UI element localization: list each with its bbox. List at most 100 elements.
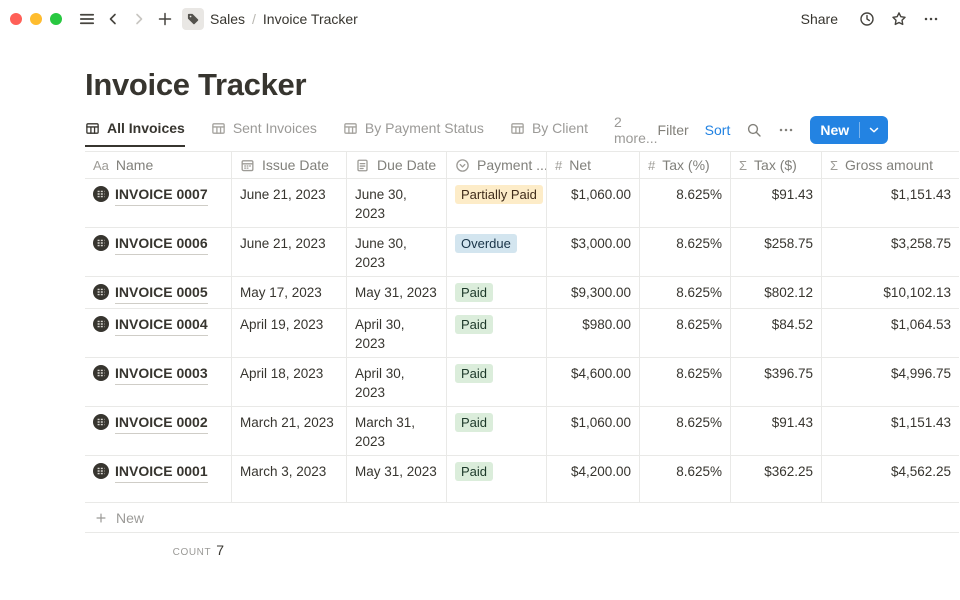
- cell-net[interactable]: $1,060.00: [547, 407, 640, 455]
- cell-due[interactable]: April 30, 2023: [347, 358, 447, 406]
- cell-net[interactable]: $4,200.00: [547, 456, 640, 502]
- minimize-window-button[interactable]: [30, 13, 42, 25]
- table-row-invoice-0001[interactable]: INVOICE 0001 March 3, 2023 May 31, 2023 Pai…: [85, 456, 959, 503]
- cell-tax_pct[interactable]: 8.625%: [640, 228, 731, 276]
- cell-payment[interactable]: Paid: [447, 277, 547, 308]
- search-icon[interactable]: [746, 122, 762, 138]
- forward-icon[interactable]: [126, 6, 152, 32]
- cell-issue[interactable]: March 3, 2023: [232, 456, 347, 502]
- cell-gross[interactable]: $1,064.53: [890, 317, 951, 332]
- invoice-page-link[interactable]: INVOICE 0007: [115, 185, 208, 206]
- invoice-page-link[interactable]: INVOICE 0006: [115, 234, 208, 255]
- cell-tax_usd[interactable]: $396.75: [731, 358, 822, 406]
- cell-gross[interactable]: $10,102.13: [883, 285, 951, 300]
- table-row-invoice-0003[interactable]: INVOICE 0003 April 18, 2023 April 30, 2023…: [85, 358, 959, 407]
- cell-gross[interactable]: $1,151.43: [890, 415, 951, 430]
- cell-tax_pct[interactable]: 8.625%: [640, 358, 731, 406]
- invoice-page-link[interactable]: INVOICE 0005: [115, 283, 208, 304]
- cell-payment[interactable]: Partially Paid: [447, 179, 547, 227]
- cell-net[interactable]: $9,300.00: [547, 277, 640, 308]
- cell-due[interactable]: May 31, 2023: [347, 277, 447, 308]
- column-header-net[interactable]: # Net: [547, 152, 640, 178]
- cell-net[interactable]: $980.00: [547, 309, 640, 357]
- cell-net[interactable]: $3,000.00: [547, 228, 640, 276]
- cell-payment[interactable]: Overdue: [447, 228, 547, 276]
- cell-tax_usd[interactable]: $84.52: [731, 309, 822, 357]
- tab-sent-invoices[interactable]: Sent Invoices: [211, 117, 317, 147]
- cell-due[interactable]: April 30, 2023: [347, 309, 447, 357]
- cell-tax_usd[interactable]: $91.43: [731, 179, 822, 227]
- sort-button[interactable]: Sort: [704, 122, 731, 138]
- cell-payment[interactable]: Paid: [447, 456, 547, 502]
- cell-tax_pct[interactable]: 8.625%: [640, 407, 731, 455]
- cell-net[interactable]: $1,060.00: [547, 179, 640, 227]
- cell-tax_pct[interactable]: 8.625%: [640, 179, 731, 227]
- table-row-invoice-0005[interactable]: INVOICE 0005 May 17, 2023 May 31, 2023 Paid…: [85, 277, 959, 309]
- column-header-issue-date[interactable]: Issue Date: [232, 152, 347, 178]
- cell-tax_usd[interactable]: $258.75: [731, 228, 822, 276]
- cell-issue[interactable]: March 21, 2023: [232, 407, 347, 455]
- chevron-down-icon[interactable]: [860, 116, 888, 144]
- table-row-invoice-0002[interactable]: INVOICE 0002 March 21, 2023 March 31, 2023…: [85, 407, 959, 456]
- column-header-due-date[interactable]: Due Date: [347, 152, 447, 178]
- tab-all-invoices[interactable]: All Invoices: [85, 117, 185, 147]
- column-header-tax[interactable]: # Tax (%): [640, 152, 731, 178]
- cell-name[interactable]: INVOICE 0002: [85, 407, 232, 455]
- cell-tax_usd[interactable]: $91.43: [731, 407, 822, 455]
- close-window-button[interactable]: [10, 13, 22, 25]
- count-calculation[interactable]: COUNT 7: [85, 533, 232, 558]
- cell-issue[interactable]: April 19, 2023: [232, 309, 347, 357]
- table-row-invoice-0007[interactable]: INVOICE 0007 June 21, 2023 June 30, 2023 Pa…: [85, 179, 959, 228]
- cell-payment[interactable]: Paid: [447, 309, 547, 357]
- favorite-star-icon[interactable]: [886, 6, 912, 32]
- cell-due[interactable]: May 31, 2023: [347, 456, 447, 502]
- cell-gross[interactable]: $4,562.25: [890, 464, 951, 479]
- tabs-more-link[interactable]: 2 more...: [613, 114, 658, 146]
- breadcrumb-parent[interactable]: Sales: [210, 11, 246, 27]
- column-header-payment[interactable]: Payment ...: [447, 152, 547, 178]
- cell-tax_pct[interactable]: 8.625%: [640, 309, 731, 357]
- cell-tax_pct[interactable]: 8.625%: [640, 456, 731, 502]
- back-icon[interactable]: [100, 6, 126, 32]
- tag-icon[interactable]: [182, 8, 204, 30]
- cell-name[interactable]: INVOICE 0003: [85, 358, 232, 406]
- filter-button[interactable]: Filter: [657, 122, 689, 138]
- cell-due[interactable]: March 31, 2023: [347, 407, 447, 455]
- cell-name[interactable]: INVOICE 0001: [85, 456, 232, 502]
- cell-name[interactable]: INVOICE 0006: [85, 228, 232, 276]
- tab-by-payment-status[interactable]: By Payment Status: [343, 117, 484, 147]
- new-button[interactable]: New: [810, 116, 889, 144]
- cell-name[interactable]: INVOICE 0004: [85, 309, 232, 357]
- new-page-icon[interactable]: [152, 6, 178, 32]
- invoice-page-link[interactable]: INVOICE 0004: [115, 315, 208, 336]
- cell-tax_usd[interactable]: $362.25: [731, 456, 822, 502]
- maximize-window-button[interactable]: [50, 13, 62, 25]
- cell-due[interactable]: June 30, 2023: [347, 179, 447, 227]
- new-row-button[interactable]: New: [85, 503, 959, 533]
- cell-name[interactable]: INVOICE 0007: [85, 179, 232, 227]
- column-header-gross-amount[interactable]: Σ Gross amount: [822, 152, 959, 178]
- breadcrumb-current[interactable]: Invoice Tracker: [262, 11, 358, 27]
- cell-gross[interactable]: $1,151.43: [890, 187, 951, 202]
- cell-issue[interactable]: May 17, 2023: [232, 277, 347, 308]
- column-header-name[interactable]: Aa Name: [85, 152, 232, 178]
- invoice-page-link[interactable]: INVOICE 0003: [115, 364, 208, 385]
- view-more-icon[interactable]: [778, 122, 794, 138]
- cell-payment[interactable]: Paid: [447, 407, 547, 455]
- cell-net[interactable]: $4,600.00: [547, 358, 640, 406]
- tab-by-client[interactable]: By Client: [510, 117, 588, 147]
- invoice-page-link[interactable]: INVOICE 0002: [115, 413, 208, 434]
- cell-gross[interactable]: $3,258.75: [890, 236, 951, 251]
- share-button[interactable]: Share: [800, 11, 838, 27]
- cell-issue[interactable]: April 18, 2023: [232, 358, 347, 406]
- cell-due[interactable]: June 30, 2023: [347, 228, 447, 276]
- cell-tax_usd[interactable]: $802.12: [731, 277, 822, 308]
- cell-issue[interactable]: June 21, 2023: [232, 228, 347, 276]
- cell-payment[interactable]: Paid: [447, 358, 547, 406]
- more-options-icon[interactable]: [918, 6, 944, 32]
- cell-tax_pct[interactable]: 8.625%: [640, 277, 731, 308]
- table-row-invoice-0004[interactable]: INVOICE 0004 April 19, 2023 April 30, 2023…: [85, 309, 959, 358]
- cell-gross[interactable]: $4,996.75: [890, 366, 951, 381]
- sidebar-toggle-icon[interactable]: [74, 6, 100, 32]
- table-row-invoice-0006[interactable]: INVOICE 0006 June 21, 2023 June 30, 2023 Ov…: [85, 228, 959, 277]
